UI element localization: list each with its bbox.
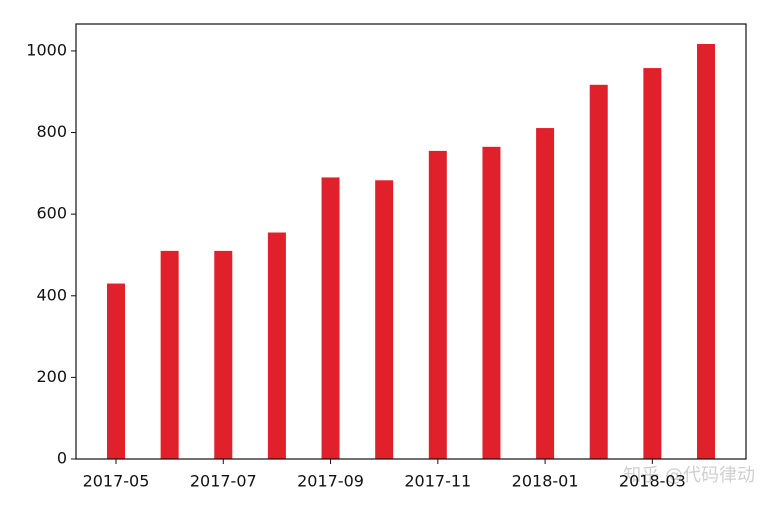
y-tick-label: 400 <box>36 285 67 304</box>
bar <box>482 146 501 460</box>
y-tick-label: 600 <box>36 204 67 223</box>
plot-frame <box>75 23 747 460</box>
bar <box>428 150 447 460</box>
bar <box>267 232 286 459</box>
bar <box>107 283 125 459</box>
x-tick-label: 2017-07 <box>190 472 257 491</box>
bar <box>589 84 608 459</box>
bar <box>375 180 394 460</box>
bar <box>321 177 340 459</box>
x-tick-label: 2017-09 <box>297 472 364 491</box>
y-tick-label: 0 <box>57 449 67 468</box>
bar <box>697 43 715 460</box>
watermark: 知乎 @代码律动 <box>623 465 755 486</box>
x-tick-label: 2017-05 <box>83 472 150 491</box>
y-tick-label: 200 <box>36 367 67 386</box>
y-tick-label: 1000 <box>26 40 67 59</box>
x-tick-label: 2018-01 <box>512 472 579 491</box>
bar <box>214 250 233 459</box>
y-tick-label: 800 <box>36 122 67 141</box>
x-tick-label: 2017-11 <box>404 472 471 491</box>
bar <box>160 250 179 459</box>
bar <box>643 68 662 460</box>
x-tick-label: 2018-03 <box>619 472 686 491</box>
bar <box>536 128 555 459</box>
